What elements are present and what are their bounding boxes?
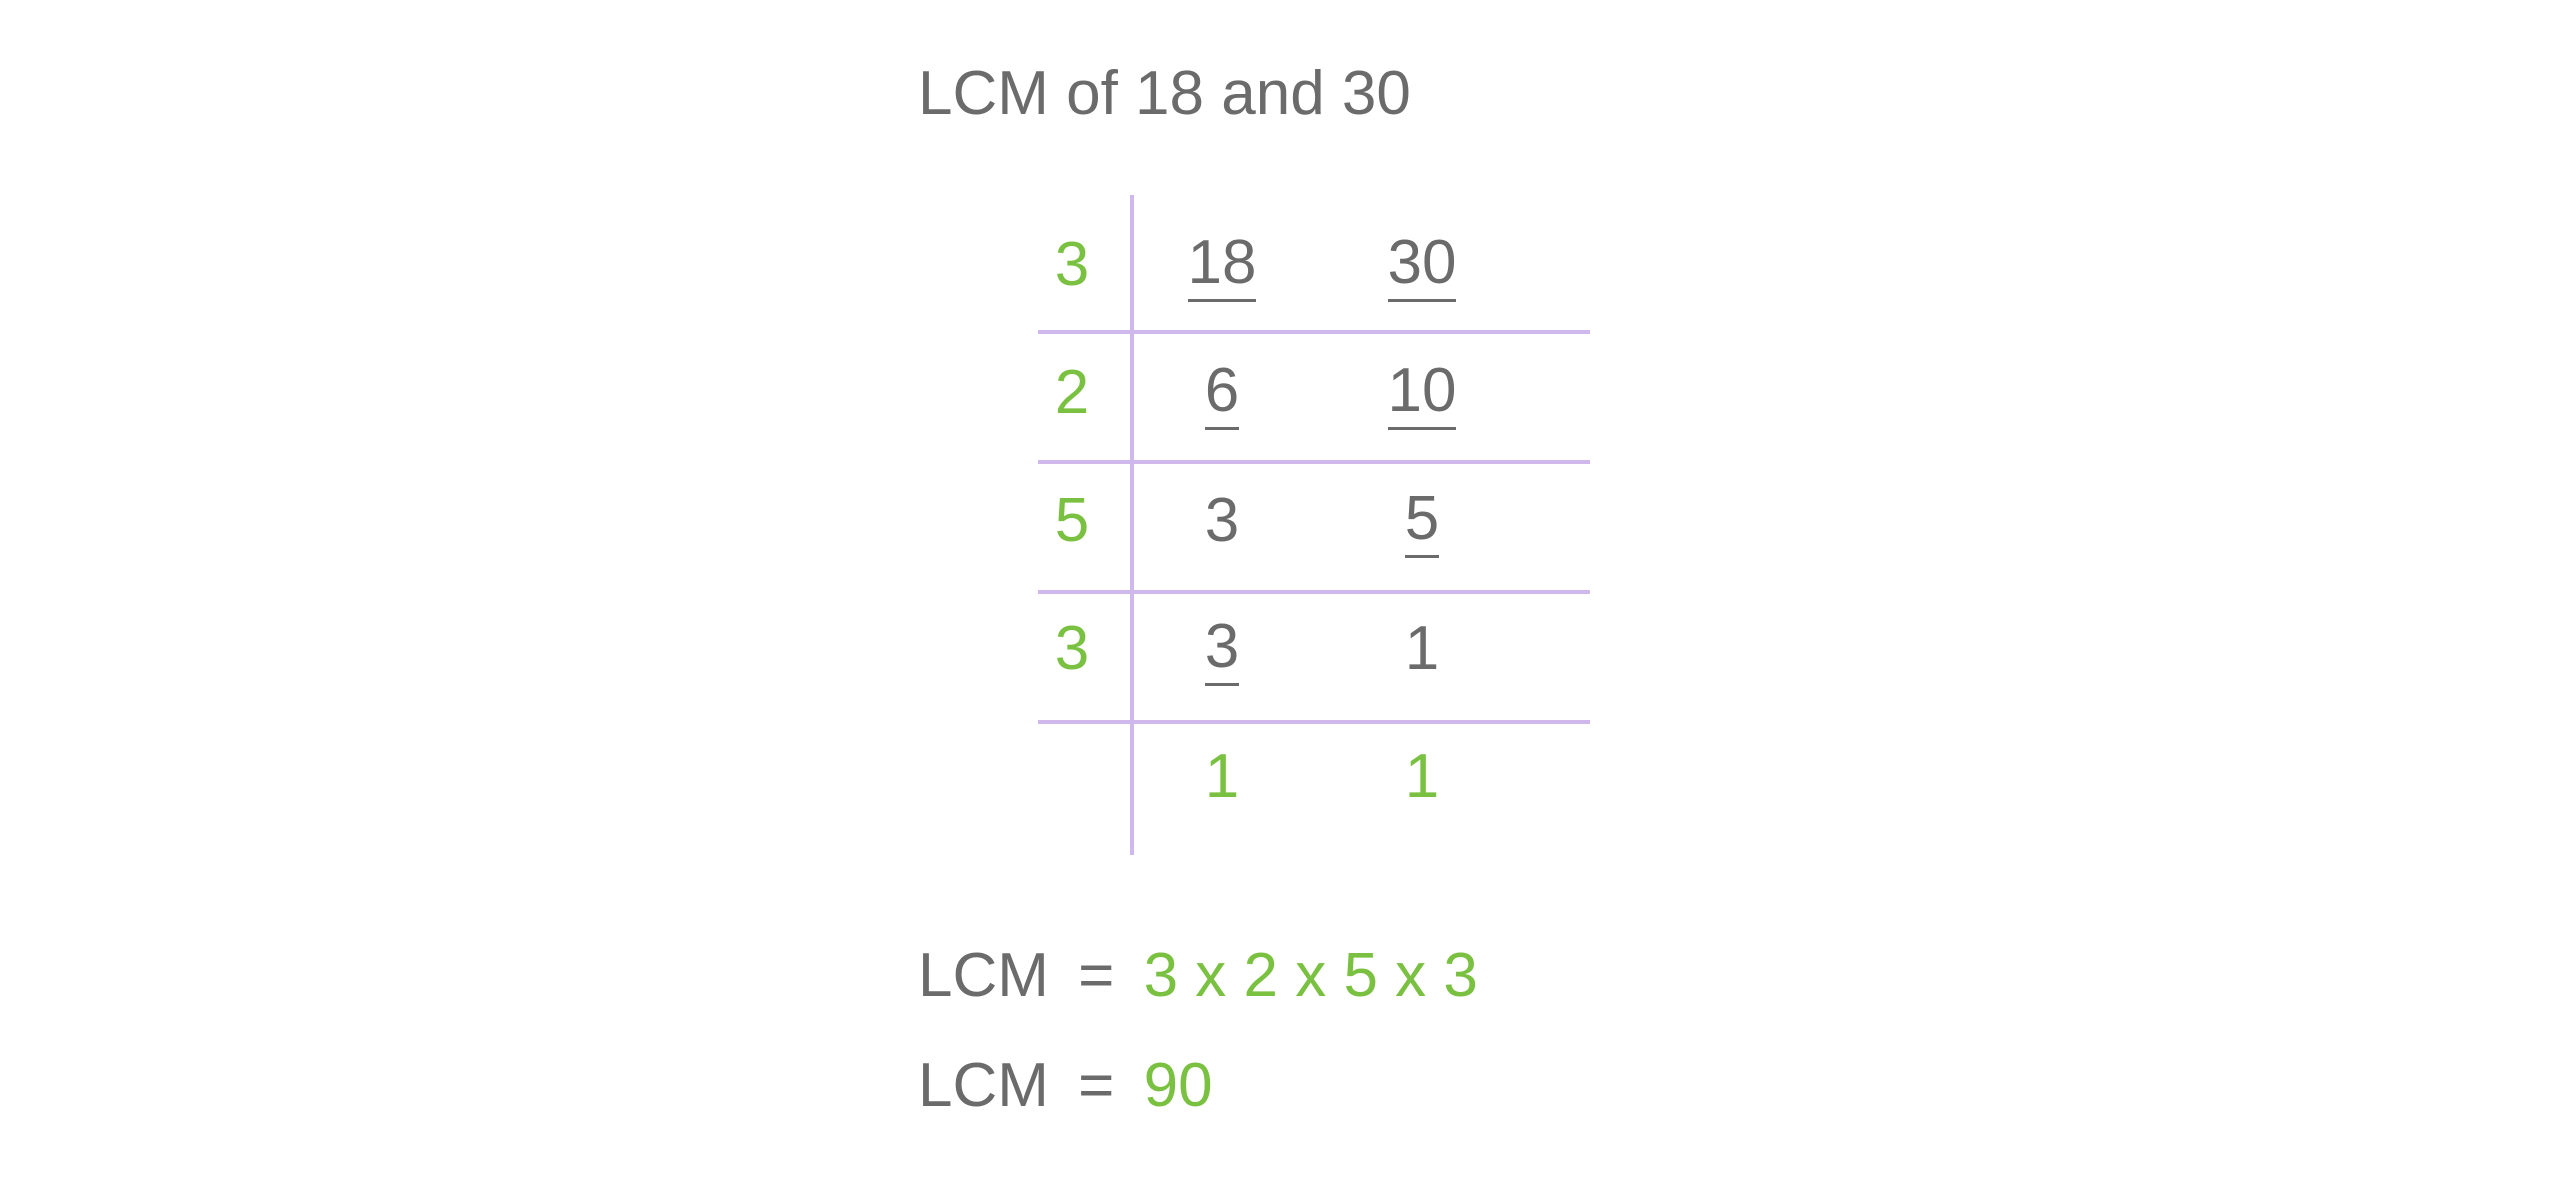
lcm-diagram: LCM of 18 and 30 3 18 30 2 6 10 5 3 [0, 0, 2560, 1201]
number-cell: 18 [1122, 227, 1322, 302]
number-value: 10 [1388, 355, 1457, 430]
result-value: 90 [1144, 1051, 1213, 1120]
divisor-cell: 2 [1022, 357, 1122, 428]
ladder-row: 3 18 30 [1022, 200, 1582, 328]
ladder-row: 2 6 10 [1022, 328, 1582, 456]
equals-sign: = [1078, 941, 1114, 1010]
number-cell: 10 [1322, 355, 1522, 430]
result-expression: LCM = 3 x 2 x 5 x 3 [918, 940, 1478, 1011]
divisor-cell: 3 [1022, 229, 1122, 300]
divisor-cell: 3 [1022, 613, 1122, 684]
number-cell: 3 [1122, 485, 1322, 556]
number-cell: 1 [1322, 741, 1522, 812]
number-value: 3 [1205, 611, 1239, 686]
number-cell: 1 [1122, 741, 1322, 812]
number-value: 1 [1405, 613, 1439, 684]
number-value: 18 [1188, 227, 1257, 302]
number-cell: 1 [1322, 613, 1522, 684]
ladder-row: 1 1 [1022, 712, 1582, 840]
number-value: 1 [1405, 741, 1439, 812]
number-value: 30 [1388, 227, 1457, 302]
division-ladder: 3 18 30 2 6 10 5 3 5 3 3 [1022, 200, 1582, 840]
number-cell: 3 [1122, 611, 1322, 686]
number-cell: 6 [1122, 355, 1322, 430]
number-value: 1 [1205, 741, 1239, 812]
ladder-row: 3 3 1 [1022, 584, 1582, 712]
result-label: LCM [918, 941, 1049, 1010]
result-value: 3 x 2 x 5 x 3 [1144, 941, 1478, 1010]
number-value: 3 [1205, 485, 1239, 556]
result-answer: LCM = 90 [918, 1050, 1213, 1121]
number-cell: 5 [1322, 483, 1522, 558]
number-value: 6 [1205, 355, 1239, 430]
page-title: LCM of 18 and 30 [918, 58, 1411, 129]
result-label: LCM [918, 1051, 1049, 1120]
ladder-row: 5 3 5 [1022, 456, 1582, 584]
divisor-cell: 5 [1022, 485, 1122, 556]
equals-sign: = [1078, 1051, 1114, 1120]
number-value: 5 [1405, 483, 1439, 558]
number-cell: 30 [1322, 227, 1522, 302]
